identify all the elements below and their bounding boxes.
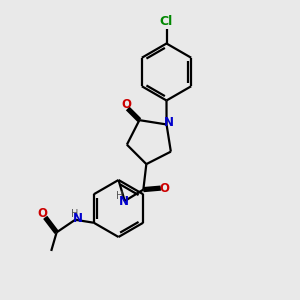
Text: H: H — [116, 190, 123, 201]
Text: O: O — [38, 207, 48, 220]
Text: H: H — [70, 209, 78, 219]
Text: N: N — [164, 116, 174, 130]
Text: N: N — [73, 212, 83, 225]
Text: O: O — [121, 98, 131, 111]
Text: O: O — [160, 182, 170, 195]
Text: Cl: Cl — [160, 15, 173, 28]
Text: N: N — [119, 195, 129, 208]
